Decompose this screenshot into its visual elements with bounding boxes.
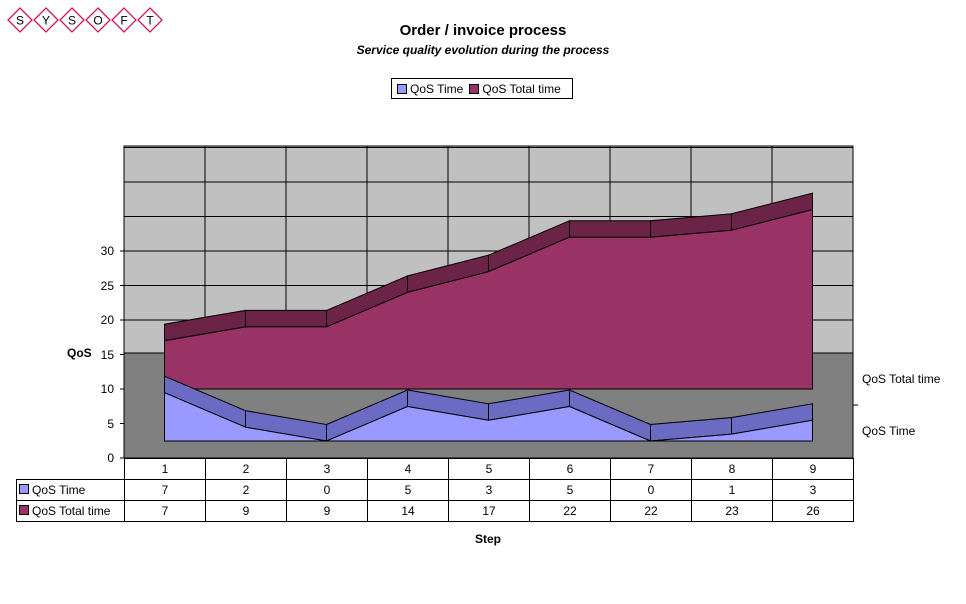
- logo-diamond: [7, 7, 33, 33]
- chart-title: Order / invoice process: [399, 22, 567, 39]
- data-label: 22: [529, 500, 611, 522]
- x-category-label: 7: [610, 458, 692, 480]
- data-label: 22: [610, 500, 692, 522]
- y-axis-label: QoS: [67, 346, 92, 360]
- depth-label-series-1: QoS Total time: [862, 372, 941, 386]
- table-swatch: [19, 484, 29, 494]
- data-label: 0: [610, 479, 692, 501]
- legend-item-qos-total-time: QoS Total time: [469, 81, 561, 96]
- data-label: 3: [448, 479, 530, 501]
- x-category-label: 1: [124, 458, 206, 480]
- data-label: 7: [124, 479, 206, 501]
- data-label: 0: [286, 479, 368, 501]
- y-tick-label: 10: [100, 382, 114, 396]
- legend-swatch-qos-total-time: [469, 83, 480, 94]
- x-category-label: 3: [286, 458, 368, 480]
- data-label: 23: [691, 500, 773, 522]
- y-tick-label: 25: [100, 278, 114, 293]
- logo-diamond: [59, 7, 85, 33]
- logo-diamond: [85, 7, 111, 33]
- logo-letter: T: [146, 14, 154, 28]
- data-label: 7: [124, 500, 206, 522]
- y-tick-label: 0: [107, 451, 114, 465]
- data-label: 3: [772, 479, 854, 501]
- x-category-label: 4: [367, 458, 449, 480]
- x-category-label: 9: [772, 458, 854, 480]
- y-tick-label: 20: [100, 313, 114, 327]
- data-label: 1: [691, 479, 773, 501]
- y-tick-label: 5: [107, 416, 114, 431]
- table-series-name: QoS Time: [32, 483, 86, 497]
- x-category-label: 8: [691, 458, 773, 480]
- series-qos-time-front-face: [164, 391, 813, 442]
- data-label: 14: [367, 500, 449, 522]
- logo-letter: S: [68, 14, 76, 28]
- data-label: 2: [205, 479, 287, 501]
- legend-label-qos-time: QoS Time: [410, 81, 464, 96]
- legend-swatch-qos-time: [397, 83, 407, 94]
- logo-diamond: [137, 7, 163, 33]
- x-category-label: 2: [205, 458, 287, 480]
- logo-letter: F: [120, 14, 127, 28]
- logo-letter: Y: [42, 14, 50, 28]
- legend-label-qos-total-time: QoS Total time: [482, 81, 561, 96]
- table-corner: [16, 458, 125, 480]
- x-category-label: 5: [448, 458, 530, 480]
- chart-subtitle: Service quality evolution during the pro…: [356, 43, 610, 57]
- logo-letter: S: [16, 14, 24, 28]
- x-category-label: 6: [529, 458, 611, 480]
- table-row-label: QoS Total time: [16, 500, 125, 522]
- y-tick-label: 15: [100, 347, 114, 362]
- table-row: QoS Total time 7 9 9 14 17 22 22 23 26: [16, 500, 854, 522]
- data-table: 1 2 3 4 5 6 7 8 9 QoS Time 7 2 0 5 3 5 0 1 3 QoS Total time…: [16, 458, 854, 522]
- table-row: QoS Time 7 2 0 5 3 5 0 1 3: [16, 479, 854, 501]
- legend-item-qos-time: QoS Time: [397, 82, 463, 96]
- table-swatch: [19, 505, 29, 515]
- table-series-name: QoS Total time: [32, 504, 111, 518]
- series-qos-total-time-front-face: [164, 208, 813, 390]
- series-qos-total-time-top-face: [245, 309, 327, 328]
- logo-letter: O: [93, 14, 102, 28]
- data-label: 9: [205, 500, 287, 522]
- data-label: 9: [286, 500, 368, 522]
- table-row-label: QoS Time: [16, 479, 125, 501]
- series-qos-total-time-top-face: [569, 220, 651, 238]
- x-axis-label: Step: [474, 532, 501, 546]
- y-tick-label: 30: [100, 244, 114, 258]
- data-label: 26: [772, 500, 854, 522]
- depth-label-series-0: QoS Time: [862, 424, 916, 438]
- logo-diamond: [33, 7, 59, 33]
- logo-diamond: [111, 7, 137, 33]
- data-label: 5: [529, 479, 611, 501]
- legend: QoS Time QoS Total time: [391, 78, 573, 99]
- data-label: 5: [367, 479, 449, 501]
- data-label: 17: [448, 500, 530, 522]
